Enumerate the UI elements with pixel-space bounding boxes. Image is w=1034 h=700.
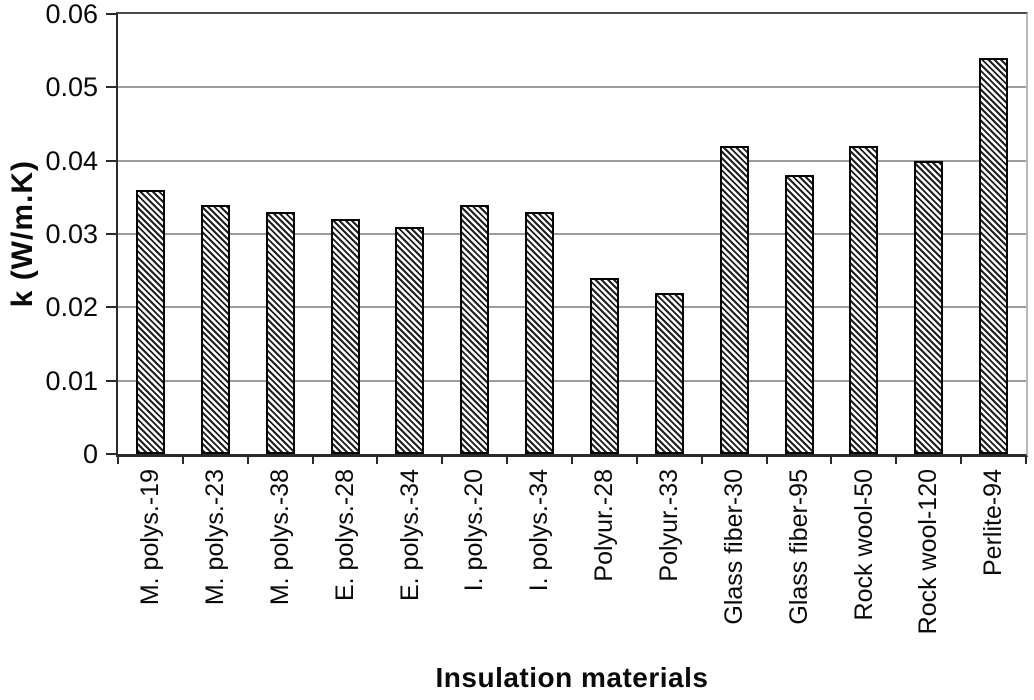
x-label-slot: Rock wool-120 xyxy=(896,469,961,655)
y-tick-label: 0.02 xyxy=(45,292,98,323)
gridline xyxy=(118,233,1026,235)
bar-Glass fiber-95 xyxy=(785,175,814,454)
x-tick-label: Rock wool-120 xyxy=(914,469,943,635)
gridline xyxy=(118,159,1026,162)
x-tick-mark xyxy=(700,457,703,464)
x-tick-mark xyxy=(117,457,119,464)
gridline xyxy=(118,379,1026,382)
x-tick-mark xyxy=(311,457,314,464)
x-label-slot: E. polys.-34 xyxy=(377,469,442,655)
x-tick-mark xyxy=(181,457,184,464)
x-tick-mark xyxy=(1025,457,1027,464)
x-axis-tick-labels: M. polys.-19 M. polys.-23 M. polys.-38 E. p… xyxy=(118,469,1026,655)
y-tick-label: 0.03 xyxy=(45,219,98,249)
x-tick-mark xyxy=(895,457,898,464)
x-label-slot: Polyur.-33 xyxy=(637,469,702,655)
x-label-slot: Glass fiber-30 xyxy=(702,469,767,655)
x-label-slot: E. polys.-28 xyxy=(313,469,378,655)
y-tick-label: 0.04 xyxy=(45,145,98,176)
x-tick-mark xyxy=(830,457,833,464)
y-tick-mark xyxy=(106,233,117,235)
y-tick-label: 0.06 xyxy=(45,0,98,29)
x-tick-label: E. polys.-34 xyxy=(395,469,424,602)
x-tick-label: Glass fiber-30 xyxy=(719,469,748,625)
x-label-slot: Polyur.-28 xyxy=(572,469,637,655)
x-axis-title: Insulation materials xyxy=(435,662,709,693)
x-tick-label: I. polys.-34 xyxy=(525,469,554,592)
x-tick-label: I. polys.-20 xyxy=(460,469,489,592)
y-tick-mark xyxy=(106,13,117,15)
x-tick-label: M. polys.-19 xyxy=(136,469,165,606)
x-label-slot: Rock wool-50 xyxy=(831,469,896,655)
bar-M. polys.-23 xyxy=(201,205,230,454)
bar-Rock wool-50 xyxy=(849,146,878,454)
gridline xyxy=(118,306,1026,309)
x-tick-label: E. polys.-28 xyxy=(330,469,359,602)
x-tick-mark xyxy=(506,457,509,464)
x-tick-mark xyxy=(441,457,444,464)
x-tick-mark xyxy=(571,457,573,464)
bar-M. polys.-19 xyxy=(136,190,165,454)
x-tick-mark xyxy=(246,457,249,464)
x-tick-label: Polyur.-33 xyxy=(655,469,684,582)
y-tick-mark xyxy=(106,306,117,309)
x-tick-label: Glass fiber-95 xyxy=(784,469,813,625)
bar-Polyur.-28 xyxy=(590,278,619,454)
y-tick-mark xyxy=(106,86,117,89)
x-tick-label: Rock wool-50 xyxy=(849,469,878,621)
bar-E. polys.-28 xyxy=(331,219,360,454)
x-label-slot: Glass fiber-95 xyxy=(767,469,832,655)
y-tick-label: 0.05 xyxy=(45,72,98,103)
x-tick-label: Perlite-94 xyxy=(979,469,1008,576)
x-label-slot: M. polys.-19 xyxy=(118,469,183,655)
y-tick-mark xyxy=(106,379,117,382)
x-label-slot: Perlite-94 xyxy=(961,469,1026,655)
bar-Perlite-94 xyxy=(979,58,1008,454)
bar-I. polys.-20 xyxy=(460,205,489,454)
x-tick-mark xyxy=(765,457,768,464)
bar-I. polys.-34 xyxy=(525,212,554,454)
x-tick-label: M. polys.-38 xyxy=(265,469,294,606)
plot-area xyxy=(116,12,1028,457)
x-tick-label: M. polys.-23 xyxy=(201,469,230,606)
bar-E. polys.-34 xyxy=(395,227,424,454)
x-label-slot: I. polys.-20 xyxy=(442,469,507,655)
x-label-slot: I. polys.-34 xyxy=(507,469,572,655)
bar-M. polys.-38 xyxy=(266,212,295,454)
x-tick-mark xyxy=(376,457,379,464)
x-label-slot: M. polys.-38 xyxy=(248,469,313,655)
y-tick-mark xyxy=(106,453,117,455)
x-tick-label: Polyur.-28 xyxy=(590,469,619,582)
x-label-slot: M. polys.-23 xyxy=(183,469,248,655)
gridline xyxy=(118,86,1026,89)
y-tick-mark xyxy=(106,159,117,162)
bar-Glass fiber-30 xyxy=(720,146,749,454)
x-tick-mark xyxy=(635,457,638,464)
x-tick-mark xyxy=(960,457,963,464)
bar-Rock wool-120 xyxy=(914,161,943,454)
bar-Polyur.-33 xyxy=(655,293,684,454)
y-tick-label: 0 xyxy=(82,439,98,469)
y-tick-label: 0.01 xyxy=(45,365,98,396)
